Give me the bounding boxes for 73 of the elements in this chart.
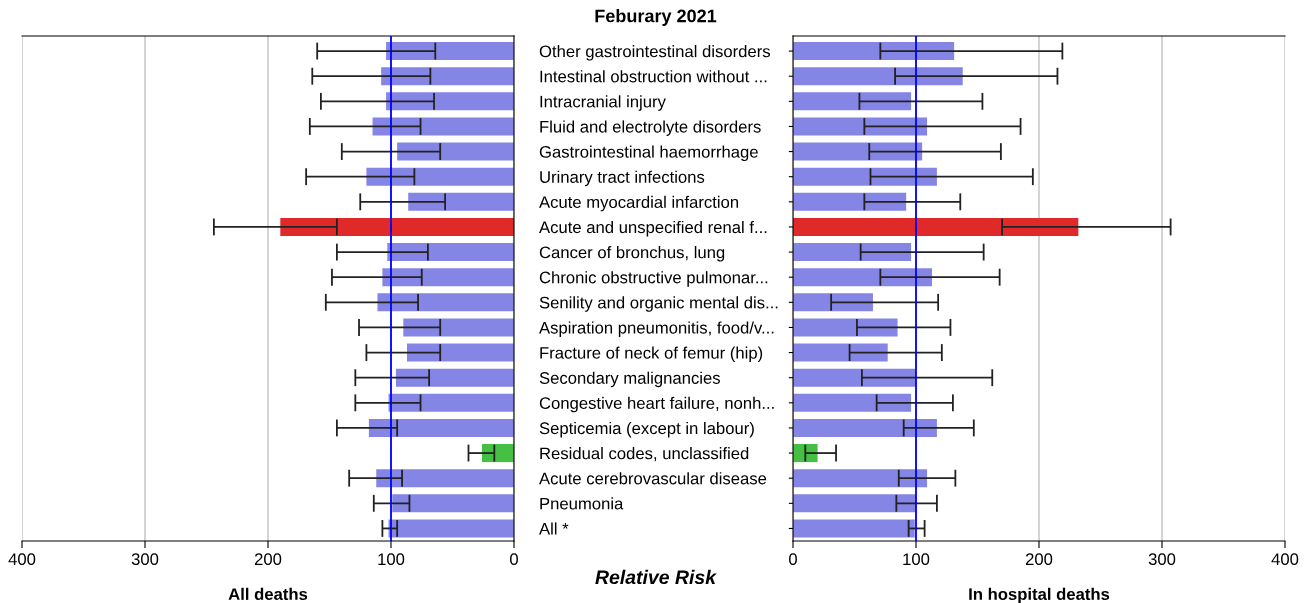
x-tick-label: 400 [8,553,36,566]
bar [793,393,912,412]
y-tick-label: Residual codes, unclassified [540,447,749,462]
y-tick-label: Aspiration pneumonitis, food/v... [539,321,774,337]
y-tick-label: Chronic obstructive pulmonar... [539,271,768,287]
bar [388,519,514,538]
y-tick-label: Intracranial injury [540,95,666,111]
y-tick-label: Urinary tract infections [540,170,705,187]
bar [406,343,514,362]
x-tick-label: 0 [510,553,518,566]
y-tick-label: Acute and unspecified renal f... [539,220,767,237]
bar [793,67,963,86]
y-tick-label: Pneumonia [540,497,624,510]
text: Relative Risk [595,569,717,585]
bar [482,444,514,463]
bar [408,192,514,211]
x-tick-label: 0 [789,553,797,566]
bar [793,42,955,61]
bar [793,117,928,136]
bar [793,192,907,211]
bar [395,368,514,387]
bar [793,167,937,186]
bar [793,268,932,287]
x-tick-label: 100 [378,553,405,566]
y-tick-label: Acute cerebrovascular disease [539,472,767,485]
y-tick-label: Congestive heart failure, nonh... [539,396,774,413]
x-tick-label: 300 [131,553,159,566]
text: Feburary 2021 [595,9,717,26]
bar [372,117,514,136]
bar [368,418,514,437]
bar [377,293,514,312]
bar [793,293,873,312]
x-axis-title: In hospital deaths [969,587,1110,603]
bar [793,494,916,513]
bar [403,318,514,337]
bar [280,217,514,236]
bar [387,243,514,262]
bar [793,469,928,488]
bar [793,368,916,387]
y-tick-label: All * [539,522,569,535]
bar [793,92,912,111]
bar [793,418,937,437]
bar [376,469,514,488]
bar [388,393,514,412]
x-tick-label: 200 [1025,553,1053,566]
y-tick-label: Fluid and electrolyte disorders [540,120,761,136]
bar [381,67,514,86]
bar [386,92,514,111]
x-tick-label: 100 [903,553,930,566]
bar [793,519,915,538]
y-tick-label: Secondary malignancies [539,371,720,388]
y-tick-label: Septicemia (except in labour) [539,421,754,438]
y-tick-label: Intestinal obstruction without ... [540,70,767,83]
x-tick-label: 200 [254,553,282,566]
y-tick-label: Cancer of bronchus, lung [539,246,725,262]
y-tick-label: Gastrointestinal haemorrhage [539,145,758,162]
y-tick-label: Other gastrointestinal disorders [539,45,770,61]
y-tick-label: Fracture of neck of femur (hip) [540,346,763,363]
x-tick-label: 300 [1148,553,1176,566]
bar [397,142,514,161]
bar [793,142,923,161]
bar [386,42,514,61]
bar [793,217,1079,236]
bar [793,343,888,362]
bar [382,268,514,287]
y-tick-label: Senility and organic mental dis... [539,296,778,312]
bar [793,318,898,337]
x-tick-label: 400 [1271,553,1299,566]
bar [392,494,514,513]
x-axis-title: All deaths [228,587,308,601]
y-tick-label: Acute myocardial infarction [539,195,739,212]
bar [793,243,912,262]
bar [366,167,514,186]
